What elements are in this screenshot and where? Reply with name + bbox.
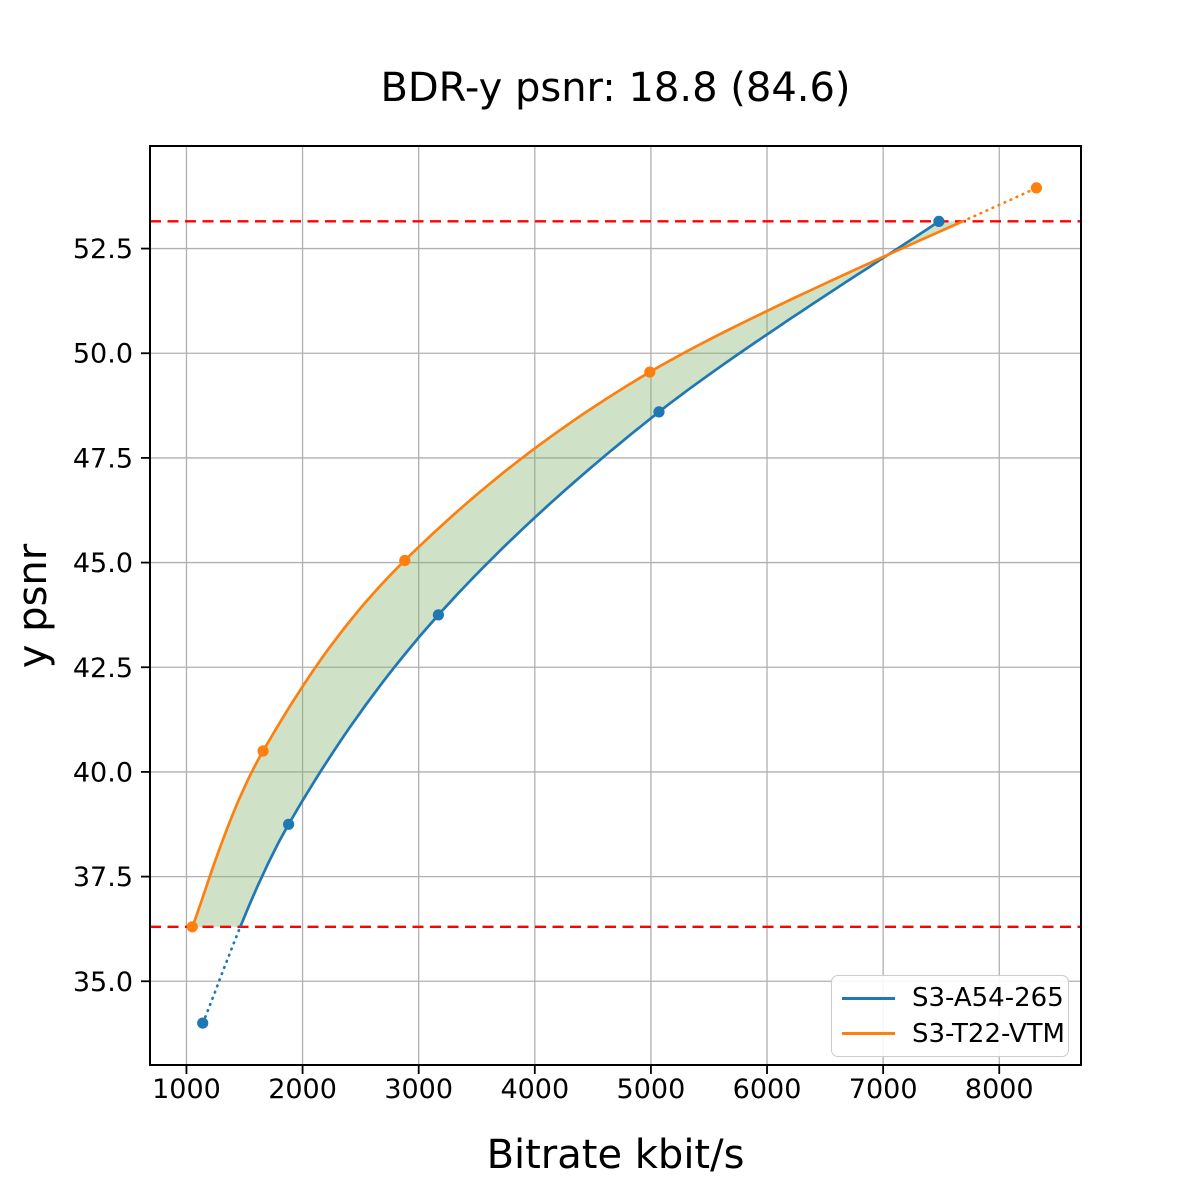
x-tick-label: 3000 [384,1074,453,1105]
data-point-S3-T22-VTM [644,366,656,378]
bd-overlap-fill [192,221,963,927]
chart-title: BDR-y psnr: 18.8 (84.6) [380,65,851,111]
series-line-S3-A54-265 [239,220,940,928]
x-tick-label: 4000 [500,1074,569,1105]
x-axis-label: Bitrate kbit/s [486,1132,745,1178]
data-point-S3-A54-265 [197,1017,209,1029]
series-dotted-S3-T22-VTM [961,186,1038,223]
y-tick-label: 50.0 [73,339,133,370]
y-tick-label: 40.0 [73,757,133,788]
x-tick-label: 6000 [733,1074,802,1105]
y-tick-label: 35.0 [73,967,133,998]
y-tick-label: 37.5 [73,862,133,893]
y-tick-label: 47.5 [73,443,133,474]
data-point-S3-T22-VTM [186,921,198,933]
series-dotted-S3-A54-265 [201,925,242,1025]
data-point-S3-A54-265 [653,406,665,418]
x-tick-label: 5000 [617,1074,686,1105]
data-point-S3-T22-VTM [1030,182,1042,194]
data-point-S3-T22-VTM [399,554,411,567]
y-tick-label: 42.5 [73,653,133,684]
x-tick-label: 7000 [849,1074,918,1105]
data-point-S3-T22-VTM [257,745,269,757]
series-line-S3-T22-VTM [191,220,964,928]
x-tick-label: 8000 [965,1074,1034,1105]
legend-label-0: S3-A54-265 [912,983,1064,1014]
y-tick-label: 45.0 [73,548,133,579]
legend-item-0: S3-A54-265 [842,983,1064,1013]
data-point-S3-A54-265 [933,215,945,227]
x-tick-label: 2000 [268,1074,337,1105]
legend-item-1: S3-T22-VTM [842,1019,1065,1049]
y-tick-label: 52.5 [73,234,133,265]
legend: S3-A54-265 S3-T22-VTM [831,975,1069,1057]
legend-swatch-1 [842,1032,895,1036]
data-point-S3-A54-265 [283,818,295,830]
legend-swatch-0 [842,996,895,1000]
x-tick-label: 1000 [152,1074,221,1105]
data-point-S3-A54-265 [432,609,444,621]
axes-spines [149,145,1082,1066]
legend-label-1: S3-T22-VTM [912,1018,1065,1049]
